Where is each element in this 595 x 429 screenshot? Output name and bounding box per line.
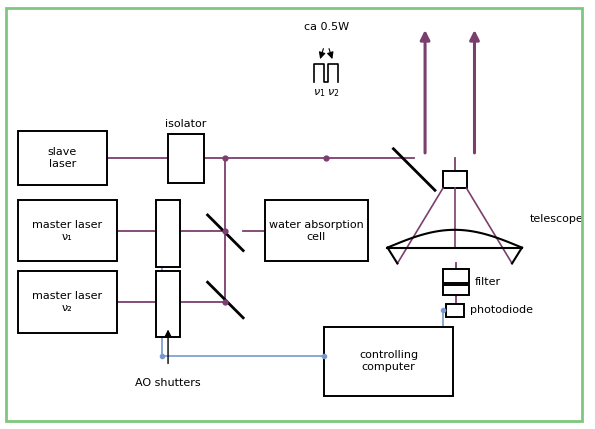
- Bar: [168, 134, 203, 183]
- Bar: [446, 304, 464, 317]
- Bar: [443, 269, 468, 283]
- Text: photodiode: photodiode: [469, 305, 533, 315]
- Bar: [156, 200, 180, 267]
- Bar: [156, 271, 180, 337]
- Text: filter: filter: [474, 277, 500, 287]
- Text: isolator: isolator: [165, 119, 206, 129]
- Bar: [443, 170, 466, 188]
- Text: telescope: telescope: [530, 214, 584, 224]
- Bar: [265, 200, 368, 261]
- Text: master laser
ν₁: master laser ν₁: [32, 220, 102, 242]
- Bar: [324, 327, 453, 396]
- Text: slave
laser: slave laser: [48, 147, 77, 169]
- Text: master laser
ν₂: master laser ν₂: [32, 291, 102, 313]
- Text: water absorption
cell: water absorption cell: [269, 220, 364, 242]
- Bar: [443, 285, 468, 295]
- Text: AO shutters: AO shutters: [135, 378, 201, 388]
- Text: controlling
computer: controlling computer: [359, 350, 418, 372]
- Text: $\nu_1$: $\nu_1$: [313, 88, 325, 99]
- Bar: [18, 200, 117, 261]
- Bar: [18, 271, 117, 332]
- Bar: [18, 131, 107, 185]
- Text: ca 0.5W: ca 0.5W: [303, 22, 349, 32]
- Text: $\nu_2$: $\nu_2$: [327, 88, 339, 99]
